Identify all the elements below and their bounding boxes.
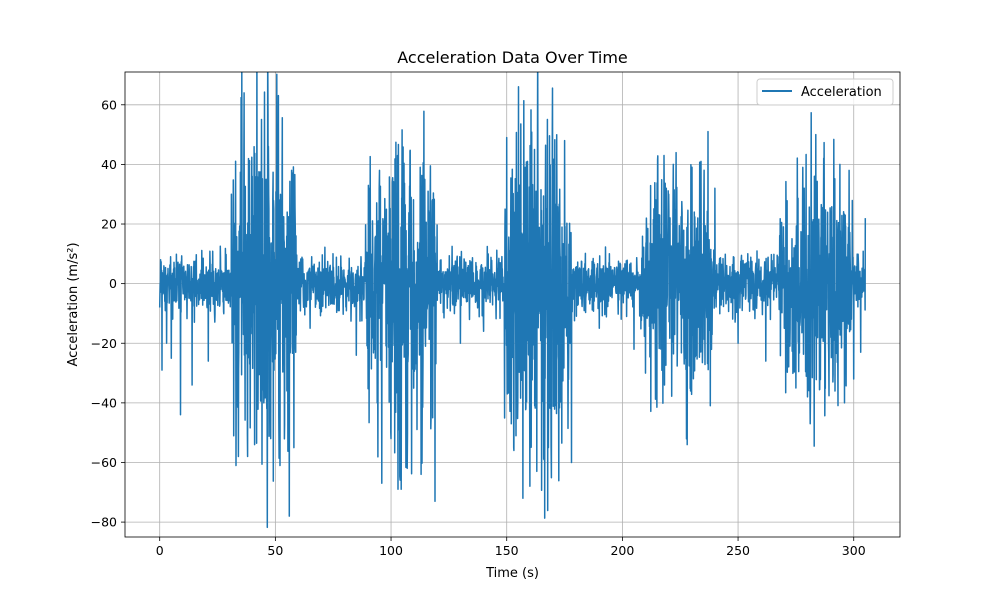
x-tick-label: 150 (495, 543, 519, 558)
y-axis: −80 −60 −40 −20 0 20 40 60 (91, 97, 125, 530)
x-tick-label: 100 (379, 543, 403, 558)
legend-box (756, 78, 894, 106)
y-tick-label: 40 (101, 157, 117, 172)
x-axis: 0 50 100 150 200 250 300 (156, 537, 866, 558)
x-axis-label: Time (s) (485, 566, 539, 581)
x-tick-label: 50 (267, 543, 283, 558)
y-tick-label: 20 (101, 217, 117, 232)
x-tick-label: 250 (726, 543, 750, 558)
y-axis-label: Acceleration (m/s²) (66, 242, 81, 366)
x-tick-label: 200 (610, 543, 634, 558)
chart-title: Acceleration Data Over Time (397, 48, 628, 67)
x-tick-label: 300 (842, 543, 866, 558)
legend-label-acceleration: Acceleration (801, 85, 882, 100)
series-line-acceleration (158, 72, 867, 529)
x-tick-label: 0 (156, 543, 164, 558)
series-layer (158, 72, 867, 529)
y-tick-label: −80 (91, 515, 117, 530)
y-tick-label: −40 (91, 395, 117, 410)
y-tick-label: −60 (91, 455, 117, 470)
y-tick-label: 60 (101, 97, 117, 112)
plot-frame (124, 71, 901, 538)
y-tick-label: 0 (109, 276, 117, 291)
y-tick-label: −20 (91, 336, 117, 351)
legend: Acceleration (756, 78, 894, 106)
